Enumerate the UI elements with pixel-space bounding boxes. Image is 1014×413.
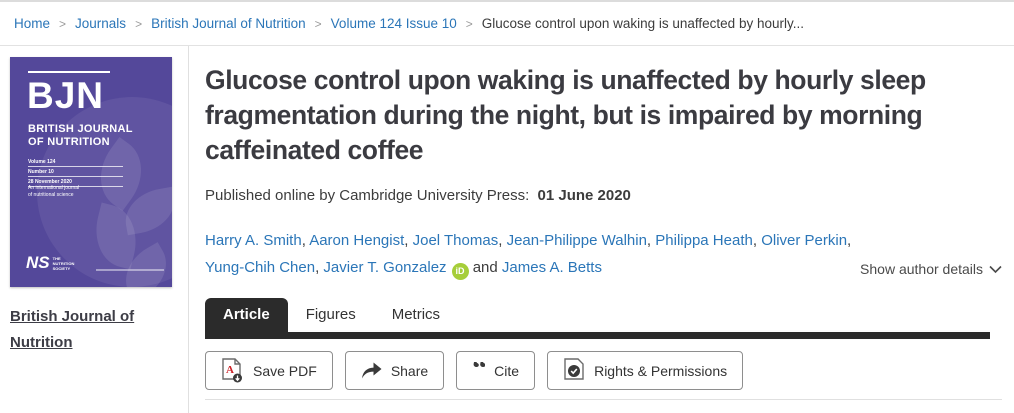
cover-tagline-line: of nutritional science xyxy=(28,192,74,198)
sidebar-journal-link[interactable]: British Journal of Nutrition xyxy=(10,308,135,351)
svg-text:A: A xyxy=(226,364,234,376)
share-icon xyxy=(361,362,382,378)
author-link[interactable]: Aaron Hengist xyxy=(309,232,405,249)
published-date: 01 June 2020 xyxy=(537,187,631,204)
breadcrumb-issue[interactable]: Volume 124 Issue 10 xyxy=(330,16,457,31)
journal-sidebar: BJN BRITISH JOURNAL OF NUTRITION Volume … xyxy=(0,46,189,413)
tab-strip: Article Figures Metrics xyxy=(205,298,1002,339)
author-conjunction: and xyxy=(468,259,502,276)
author-link[interactable]: Javier T. Gonzalez xyxy=(323,259,447,276)
article-actions: A Save PDF Share “ Cite xyxy=(205,351,1002,390)
tab-figures[interactable]: Figures xyxy=(305,306,356,323)
tab-metrics[interactable]: Metrics xyxy=(391,306,441,323)
cover-tagline-line: An international journal xyxy=(28,185,80,191)
tab-underline xyxy=(205,332,990,339)
cover-journal-name-line: BRITISH JOURNAL xyxy=(28,123,133,135)
author-link[interactable]: Oliver Perkin xyxy=(761,232,848,249)
cover-tagline: An international journal of nutritional … xyxy=(28,185,79,199)
ns-logo-mark: NS xyxy=(26,253,50,272)
nutrition-society-logo: NS THE NUTRITION SOCIETY xyxy=(26,253,79,273)
rights-permissions-button[interactable]: Rights & Permissions xyxy=(547,351,744,390)
cover-footer-rule xyxy=(96,269,164,271)
share-button[interactable]: Share xyxy=(344,351,445,390)
author-link[interactable]: Harry A. Smith xyxy=(205,232,302,249)
cover-journal-name: BRITISH JOURNAL OF NUTRITION xyxy=(28,123,133,149)
author-link[interactable]: Joel Thomas xyxy=(412,232,499,249)
author-link[interactable]: Jean-Philippe Walhin xyxy=(506,232,647,249)
cover-volume-label: Volume 124 xyxy=(28,157,123,167)
cover-number-label: Number 10 xyxy=(28,167,123,177)
journal-cover-image[interactable]: BJN BRITISH JOURNAL OF NUTRITION Volume … xyxy=(10,57,172,287)
breadcrumb-separator: > xyxy=(135,16,143,31)
breadcrumb-home[interactable]: Home xyxy=(14,16,51,31)
author-list: Harry A. Smith, Aaron Hengist, Joel Thom… xyxy=(205,227,860,281)
article-main: Glucose control upon waking is unaffecte… xyxy=(189,46,1014,413)
breadcrumb-current-article: Glucose control upon waking is unaffecte… xyxy=(481,16,804,31)
cover-date-label: 28 November 2020 xyxy=(28,177,123,187)
save-pdf-label: Save PDF xyxy=(253,362,317,379)
breadcrumb-journals[interactable]: Journals xyxy=(75,16,127,31)
cover-issue-meta: Volume 124 Number 10 28 November 2020 xyxy=(28,157,123,187)
rights-document-icon xyxy=(564,357,584,380)
authors-row: Harry A. Smith, Aaron Hengist, Joel Thom… xyxy=(205,227,1002,281)
cover-rule xyxy=(28,71,110,73)
quote-icon: “ xyxy=(472,362,486,379)
ns-logo-text: THE NUTRITION SOCIETY xyxy=(52,255,75,271)
author-link[interactable]: Philippa Heath xyxy=(655,232,753,249)
breadcrumb-journal[interactable]: British Journal of Nutrition xyxy=(151,16,306,31)
show-author-details-button[interactable]: Show author details xyxy=(860,261,1002,277)
published-line: Published online by Cambridge University… xyxy=(205,187,1002,204)
rights-permissions-label: Rights & Permissions xyxy=(594,362,728,379)
cite-button[interactable]: “ Cite xyxy=(456,351,536,390)
chevron-down-icon xyxy=(989,265,1002,273)
breadcrumb-separator: > xyxy=(465,16,473,31)
cite-label: Cite xyxy=(494,362,520,379)
show-author-details-label: Show author details xyxy=(860,261,983,277)
orcid-icon[interactable]: iD xyxy=(451,263,469,280)
breadcrumb-separator: > xyxy=(314,16,322,31)
cover-journal-abbrev: BJN xyxy=(27,75,105,116)
article-title: Glucose control upon waking is unaffecte… xyxy=(205,65,926,165)
author-link[interactable]: Yung-Chih Chen xyxy=(205,259,316,276)
tab-article[interactable]: Article xyxy=(205,298,288,332)
breadcrumb: Home > Journals > British Journal of Nut… xyxy=(0,2,1014,46)
published-prefix: Published online by Cambridge University… xyxy=(205,187,530,204)
save-pdf-button[interactable]: A Save PDF xyxy=(205,351,333,390)
share-label: Share xyxy=(390,362,429,379)
section-divider xyxy=(205,399,1002,400)
author-link[interactable]: James A. Betts xyxy=(501,259,602,276)
pdf-icon: A xyxy=(222,357,242,382)
breadcrumb-separator: > xyxy=(59,16,67,31)
cover-journal-name-line: OF NUTRITION xyxy=(28,136,110,148)
